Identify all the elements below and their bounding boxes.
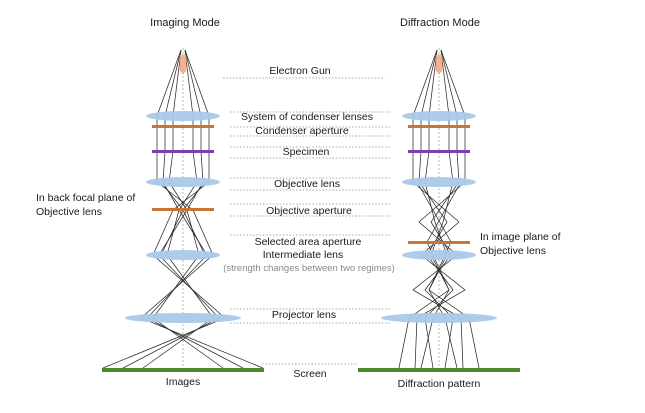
diffraction-specimen (408, 150, 470, 153)
diffraction-screen (358, 368, 520, 372)
diffraction-selected-area-aperture (408, 241, 470, 244)
note-image-plane-line2: Objective lens (480, 245, 546, 257)
label-objective-aperture: Objective aperture (266, 205, 352, 217)
label-electron-gun: Electron Gun (269, 65, 330, 77)
leader-lines (223, 77, 390, 365)
label-condenser-aperture: Condenser aperture (255, 125, 349, 137)
diffraction-ray-cross (416, 181, 480, 369)
diffraction-ray-cross (398, 181, 462, 369)
imaging-condenser-aperture (152, 125, 214, 128)
imaging-specimen (152, 150, 214, 153)
imaging-ray-outer (140, 49, 264, 369)
label-intermediate-note: (strength changes between two regimes) (223, 263, 395, 274)
optical-elements (102, 54, 520, 372)
imaging-ray-inner (142, 49, 214, 369)
diffraction-projector-lens (381, 313, 497, 323)
imaging-ray-mid (122, 49, 220, 369)
diffraction-intermediate-lens (402, 250, 476, 260)
imaging-intermediate-lens (146, 250, 220, 260)
imaging-screen (102, 368, 264, 372)
diffraction-condenser-lens (402, 111, 476, 121)
diffraction-mode-title: Diffraction Mode (400, 17, 480, 29)
label-selected-area-aperture: Selected area aperture (255, 236, 362, 248)
label-images: Images (166, 376, 200, 388)
diffraction-objective-lens (402, 177, 476, 187)
note-image-plane-line1: In image plane of (480, 231, 561, 243)
label-projector-lens: Projector lens (272, 309, 336, 321)
label-objective-lens: Objective lens (274, 178, 340, 190)
imaging-objective-lens (146, 177, 220, 187)
imaging-condenser-lens (146, 111, 220, 121)
imaging-ray-inner (152, 49, 224, 369)
label-screen: Screen (293, 368, 326, 380)
diffraction-condenser-aperture (408, 125, 470, 128)
diffraction-electron-gun-arrow-icon (433, 54, 445, 75)
imaging-ray-outer (102, 49, 226, 369)
imaging-mode-title: Imaging Mode (150, 17, 220, 29)
label-specimen: Specimen (283, 146, 330, 158)
label-intermediate-lens: Intermediate lens (263, 249, 344, 261)
imaging-ray-mid (146, 49, 244, 369)
imaging-electron-gun-arrow-icon (177, 54, 189, 75)
label-condenser-lenses: System of condenser lenses (241, 111, 373, 123)
label-diffraction-pattern: Diffraction pattern (398, 378, 481, 390)
imaging-objective-aperture (152, 208, 214, 211)
note-back-focal-line1: In back focal plane of (36, 192, 135, 204)
note-back-focal-line2: Objective lens (36, 206, 102, 218)
imaging-projector-lens (125, 313, 241, 323)
